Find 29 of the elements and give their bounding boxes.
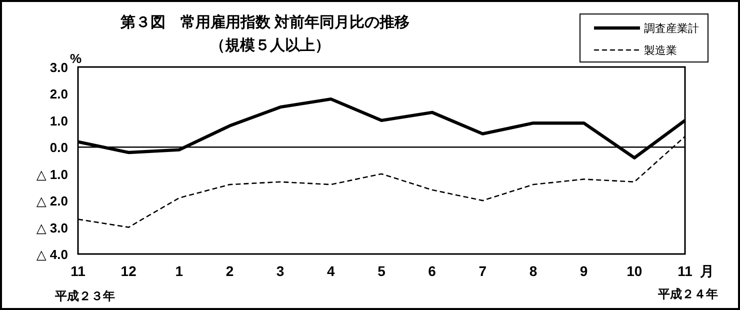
x-tick-label: 1 <box>175 263 184 279</box>
x-tick-label: 3 <box>276 263 284 279</box>
y-axis-title: % <box>70 51 82 66</box>
y-tick-label: △ 1.0 <box>36 166 68 182</box>
x-tick-label: 11 <box>678 263 693 279</box>
x-tick-label: 5 <box>378 263 386 279</box>
y-tick-label: 3.0 <box>50 60 68 75</box>
legend-label: 製造業 <box>644 44 677 57</box>
x-axis-title: 月 <box>699 263 714 279</box>
x-tick-label: 10 <box>626 263 642 279</box>
x-tick-label: 9 <box>580 263 588 279</box>
x-tick-label: 4 <box>327 263 336 279</box>
x-tick-label: 2 <box>226 263 234 279</box>
x-tick-label: 11 <box>70 263 86 279</box>
x-tick-label: 8 <box>529 263 538 279</box>
chart-subtitle: （規模５人以上） <box>210 37 330 54</box>
text: 平成２４年 <box>657 287 718 301</box>
y-tick-label: △ 4.0 <box>36 247 68 262</box>
x-tick-label: 7 <box>478 263 487 279</box>
y-tick-label: 2.0 <box>50 86 68 102</box>
y-tick-label: △ 2.0 <box>36 194 68 209</box>
y-tick-label: 0.0 <box>50 140 68 156</box>
chart-title: 第３図 常用雇用指数 対前年同月比の推移 <box>119 13 410 31</box>
x-tick-label: 6 <box>428 263 436 279</box>
legend-label: 調査産業計 <box>644 22 699 35</box>
y-tick-label: 1.0 <box>50 113 68 128</box>
x-tick-label: 12 <box>120 263 137 279</box>
y-tick-label: △ 3.0 <box>36 220 68 236</box>
text: 平成２３年 <box>54 289 115 303</box>
